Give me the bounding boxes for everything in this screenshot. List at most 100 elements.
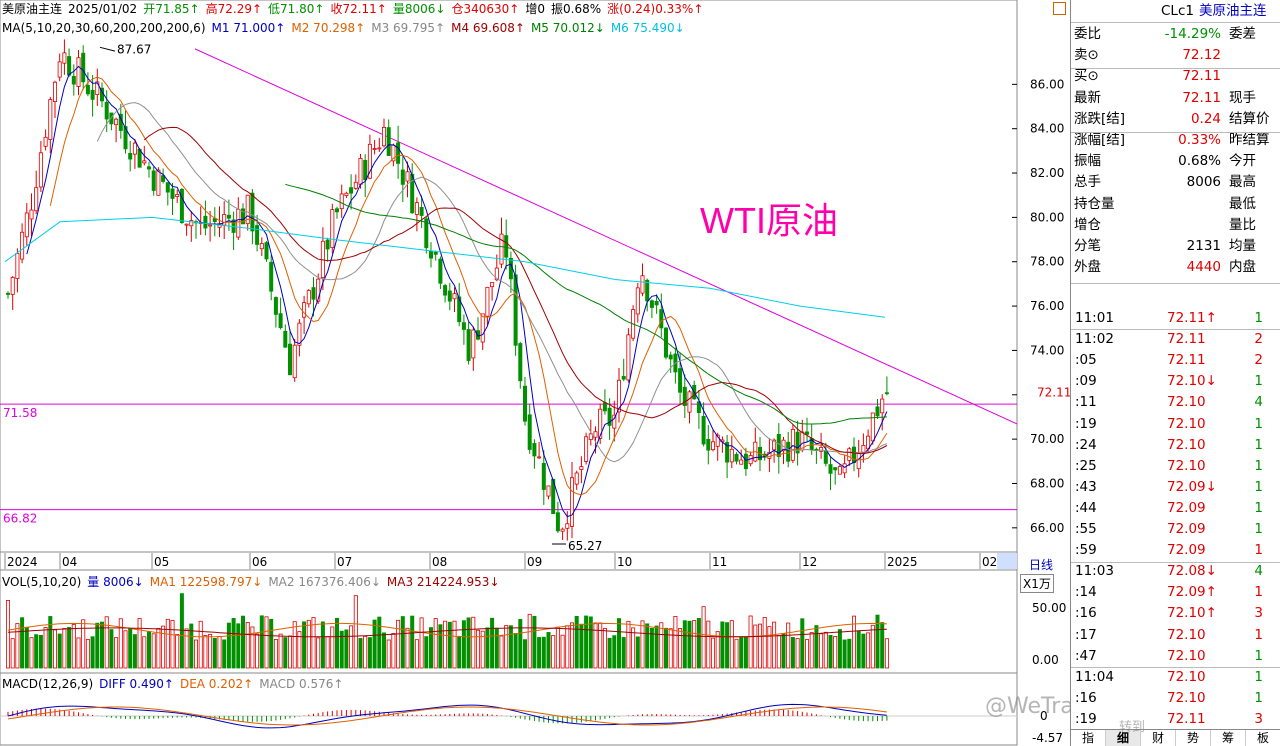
tick-volume: 1 bbox=[1254, 584, 1263, 601]
volume-bar bbox=[823, 631, 828, 669]
tick-volume: 1 bbox=[1254, 478, 1263, 495]
candle bbox=[15, 253, 20, 279]
volume-bar bbox=[48, 616, 53, 669]
y-tick-label: 70.00 bbox=[1030, 432, 1064, 446]
candle bbox=[179, 188, 184, 223]
tick-price: 72.10 bbox=[1167, 647, 1206, 664]
panel-tab-2[interactable]: 财 bbox=[1141, 730, 1176, 746]
volume-bar bbox=[15, 623, 20, 669]
candle bbox=[767, 451, 772, 459]
candle bbox=[396, 142, 401, 164]
macd-y-label: -4.57 bbox=[1032, 731, 1063, 745]
candle bbox=[837, 466, 842, 475]
panel-tab-4[interactable]: 筹 bbox=[1211, 730, 1246, 746]
volume-bar bbox=[551, 635, 556, 669]
month-label: 02 bbox=[982, 555, 997, 569]
volume-bar bbox=[273, 639, 278, 669]
volume-bar bbox=[20, 617, 25, 669]
quote-field-4: 低71.80↑ bbox=[268, 2, 325, 16]
candle bbox=[358, 157, 363, 185]
candle bbox=[626, 334, 631, 381]
tick-price: 72.10 bbox=[1167, 668, 1206, 685]
candle bbox=[123, 126, 128, 150]
candle bbox=[842, 463, 847, 474]
volume-bar bbox=[579, 623, 584, 669]
candle bbox=[48, 99, 53, 140]
candle bbox=[250, 192, 255, 232]
volume-bar bbox=[405, 627, 410, 669]
candle bbox=[6, 292, 11, 295]
ma30-line bbox=[143, 126, 888, 455]
vol-y-label: 0.00 bbox=[1032, 653, 1059, 667]
candle bbox=[57, 61, 62, 78]
y-tick-label: 84.00 bbox=[1030, 122, 1064, 136]
quote-row-label: 增仓 bbox=[1074, 216, 1101, 233]
tick-price: 72.09 bbox=[1167, 542, 1206, 559]
quote-row-label: 振幅 bbox=[1074, 153, 1101, 170]
volume-bar bbox=[880, 622, 885, 669]
volume-bar bbox=[598, 622, 603, 669]
kline-chart-area[interactable]: 86.0084.0082.0080.0078.0076.0074.0072.00… bbox=[0, 0, 1196, 746]
volume-bar bbox=[85, 639, 90, 669]
ma-value-5: M5 70.012↓ bbox=[530, 21, 605, 35]
candle bbox=[43, 136, 48, 147]
y-tick-label: 74.00 bbox=[1030, 343, 1064, 357]
volume-bar bbox=[852, 615, 857, 669]
tick-row: :55 72.09 1 bbox=[1071, 519, 1280, 540]
tick-row: :59 72.09 1 bbox=[1071, 540, 1280, 561]
quote-row-value: 72.11 bbox=[1182, 89, 1221, 106]
quote-row-right-label: 量比 bbox=[1229, 216, 1256, 233]
candle bbox=[428, 250, 433, 259]
tick-price: 72.10 bbox=[1167, 626, 1206, 643]
volume-bar bbox=[475, 629, 480, 669]
candle bbox=[386, 127, 391, 156]
expand-icon[interactable] bbox=[1053, 2, 1066, 15]
candle bbox=[574, 472, 579, 485]
volume-bar bbox=[743, 636, 748, 669]
watermark-small: 转到 bbox=[1119, 720, 1146, 735]
tick-volume: 4 bbox=[1254, 394, 1263, 411]
tick-volume: 3 bbox=[1254, 605, 1263, 622]
volume-bar bbox=[57, 633, 62, 669]
volume-bar bbox=[353, 595, 358, 669]
volume-bar bbox=[800, 618, 805, 669]
panel-tab-3[interactable]: 势 bbox=[1176, 730, 1211, 746]
candle bbox=[490, 282, 495, 288]
volume-bar bbox=[560, 634, 565, 669]
volume-bar bbox=[461, 620, 466, 669]
ma5-line bbox=[26, 65, 888, 518]
volume-bar bbox=[283, 637, 288, 669]
tick-volume: 1 bbox=[1254, 499, 1263, 516]
candle bbox=[734, 453, 739, 462]
candle bbox=[508, 257, 513, 280]
candle bbox=[852, 446, 857, 464]
candle bbox=[466, 329, 471, 361]
month-label: 2025 bbox=[887, 555, 918, 569]
volume-bar bbox=[226, 622, 231, 669]
symbol-name: 美原油主连 bbox=[1199, 3, 1267, 19]
volume-bar bbox=[217, 635, 222, 669]
panel-tab-1[interactable]: 细 bbox=[1106, 730, 1141, 746]
volume-bar bbox=[856, 630, 861, 669]
volume-bar bbox=[38, 634, 43, 669]
period-label[interactable]: 日线 bbox=[1029, 558, 1054, 572]
quote-row-right-label: 昨结算 bbox=[1229, 132, 1270, 148]
panel-tab-5[interactable]: 板 bbox=[1246, 730, 1280, 746]
y-tick-label: 76.00 bbox=[1030, 299, 1064, 313]
panel-tab-0[interactable]: 指 bbox=[1071, 730, 1106, 746]
candle bbox=[828, 464, 833, 474]
tick-time: :16 bbox=[1075, 605, 1097, 622]
candle bbox=[142, 160, 147, 164]
quote-row-label: 外盘 bbox=[1074, 259, 1101, 276]
tick-volume: 2 bbox=[1254, 352, 1263, 369]
candle bbox=[823, 450, 828, 464]
high-pointer bbox=[99, 46, 116, 52]
candle bbox=[419, 207, 424, 216]
kline-svg[interactable]: 86.0084.0082.0080.0078.0076.0074.0072.00… bbox=[0, 0, 1070, 746]
volume-bar bbox=[485, 627, 490, 669]
volume-bar bbox=[786, 622, 791, 669]
ma60-line bbox=[285, 183, 887, 425]
panel-tabs[interactable]: 指细财势筹板 bbox=[1071, 729, 1280, 746]
tick-price: 72.11↑ bbox=[1167, 310, 1217, 326]
tick-time: :19 bbox=[1075, 415, 1097, 432]
